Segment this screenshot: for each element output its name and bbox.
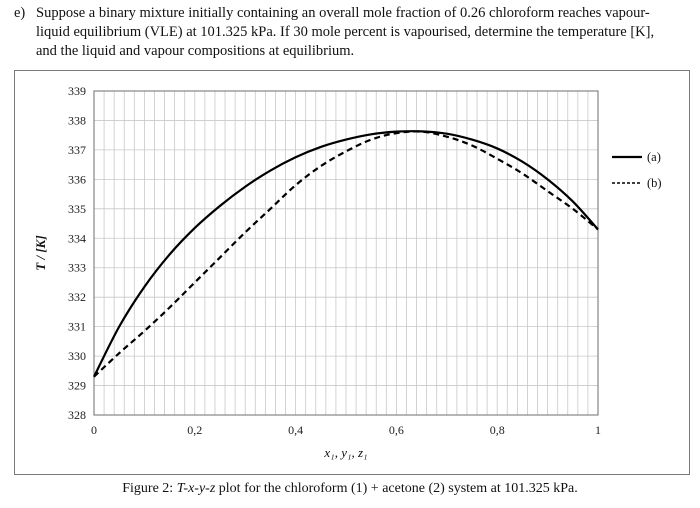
x-tick-label: 0,8 [490,423,505,437]
y-tick-label: 333 [68,261,86,275]
y-tick-label: 337 [68,143,86,157]
y-tick-label: 338 [68,113,86,127]
y-tick-label: 330 [68,349,86,363]
figure-caption: Figure 2: T-x-y-z plot for the chlorofor… [0,481,700,497]
x-tick-label: 0 [91,423,97,437]
y-tick-label: 332 [68,290,86,304]
x-axis-label: x₁, y₁, z₁ [323,445,367,460]
question-line-1: Suppose a binary mixture initially conta… [36,5,650,21]
y-tick-label: 336 [68,172,86,186]
txy-chart: 328 329 330 331 332 333 334 335 336 337 338 339 0 0,2… [33,84,662,460]
y-tick-label: 334 [68,231,86,245]
legend-label-b: (b) [647,176,662,190]
y-tick-label: 331 [68,320,86,334]
question-number: e) [14,5,26,21]
chart-frame: 328 329 330 331 332 333 334 335 336 337 338 339 0 0,2… [14,70,690,475]
plot-area-border [93,90,599,416]
y-tick-label: 329 [68,379,86,393]
question-line-3: and the liquid and vapour compositions a… [36,43,355,59]
caption-rest: plot for the chloroform (1) + acetone (2… [215,481,578,496]
caption-italic: T-x-y-z [176,481,216,496]
y-axis-label: T / [K] [33,235,48,270]
y-tick-label: 328 [68,408,86,422]
series-line-a [93,130,599,378]
y-tick-label: 335 [68,202,86,216]
y-tick-label: 339 [68,84,86,98]
x-tick-label: 0,6 [389,423,404,437]
x-tick-label: 0,2 [187,423,202,437]
question-text: e) Suppose a binary mixture initially con… [14,4,690,61]
question-line-2: liquid equilibrium (VLE) at 101.325 kPa.… [36,24,655,40]
x-tick-label: 0,4 [288,423,303,437]
x-tick-label: 1 [595,423,601,437]
caption-prefix: Figure 2: [122,481,177,496]
series-line-b [93,130,599,378]
legend-label-a: (a) [647,150,661,164]
